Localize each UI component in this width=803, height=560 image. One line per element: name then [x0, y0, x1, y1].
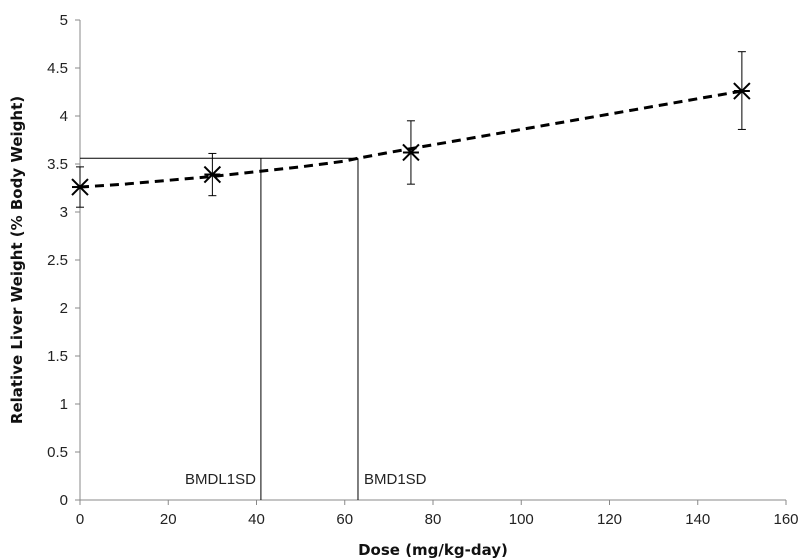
x-tick-label: 80: [425, 511, 442, 528]
y-tick-label: 1.5: [47, 348, 68, 365]
y-tick-label: 3.5: [47, 156, 68, 173]
x-tick-label: 140: [685, 511, 710, 528]
x-tick-label: 40: [248, 511, 265, 528]
y-tick-label: 4: [60, 108, 68, 125]
bmd-reference-lines: [80, 157, 359, 500]
data-point: [71, 166, 89, 208]
y-tick-label: 3: [60, 204, 68, 221]
x-tick-label: 60: [336, 511, 353, 528]
annotation-label: BMDL1SD: [185, 471, 256, 488]
x-tick-label: 120: [597, 511, 622, 528]
y-tick-label: 5: [60, 12, 68, 29]
data-point: [203, 152, 222, 197]
x-tick-label: 0: [76, 511, 84, 528]
data-points: [71, 51, 751, 208]
y-tick-label: 1: [60, 396, 68, 413]
x-axis-title: Dose (mg/kg-day): [358, 541, 508, 559]
y-tick-label: 2.5: [47, 252, 68, 269]
y-ticks: 0 0.5 1 1.5 2 2.5 3 3.5 4 4.5 5: [47, 12, 80, 509]
y-axis-title: Relative Liver Weight (% Body Weight): [8, 96, 26, 424]
x-tick-label: 160: [773, 511, 798, 528]
data-point: [402, 120, 420, 185]
y-tick-label: 2: [60, 300, 68, 317]
x-tick-label: 100: [509, 511, 534, 528]
annotation-label: BMD1SD: [364, 471, 427, 488]
y-tick-label: 0.5: [47, 444, 68, 461]
x-tick-label: 20: [160, 511, 177, 528]
annotations: BMDL1SD BMD1SD: [185, 471, 427, 488]
y-tick-label: 0: [60, 492, 68, 509]
plot-area: 0 0.5 1 1.5 2 2.5 3 3.5 4 4.5 5 0 20 40 60 80 100 120 140…: [47, 12, 798, 528]
x-ticks: 0 20 40 60 80 100 120 140 160: [76, 500, 799, 528]
y-tick-label: 4.5: [47, 60, 68, 77]
data-point: [733, 51, 751, 130]
